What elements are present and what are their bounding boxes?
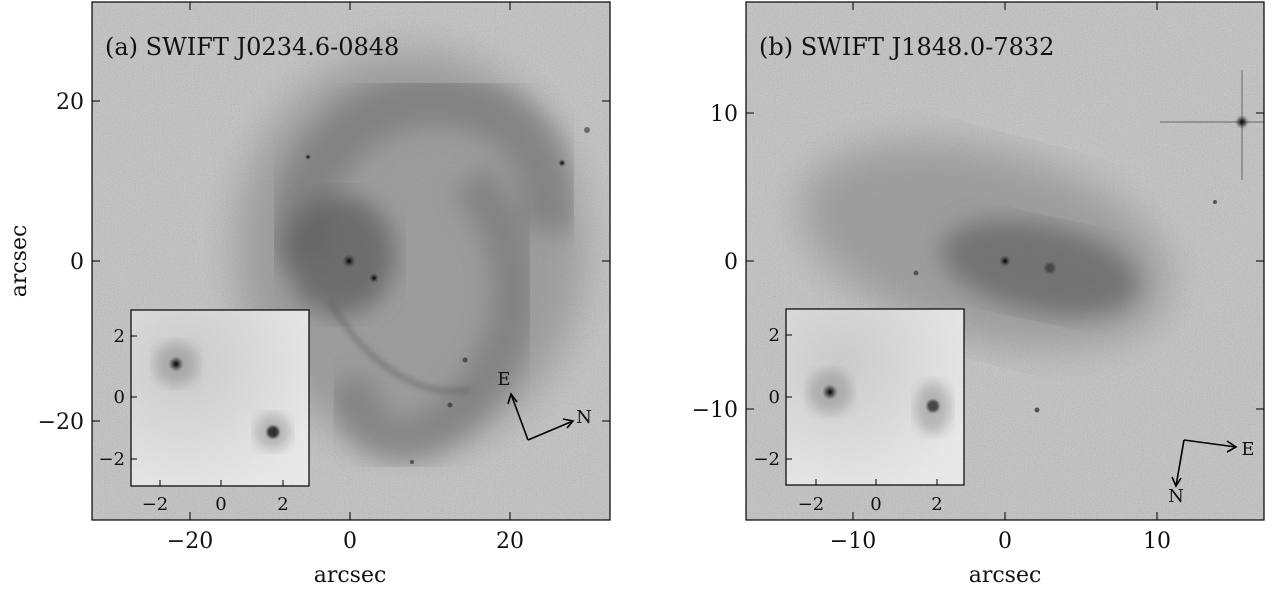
field-star [1235, 115, 1249, 129]
panel-b-xlabel: arcsec [969, 563, 1042, 588]
inset-x-tick-label: −2 [798, 494, 825, 515]
inset-x-tick-label: 2 [931, 494, 942, 515]
y-tick-label: −10 [692, 398, 738, 423]
compass-north-label: N [576, 407, 592, 428]
y-tick-label: 10 [710, 102, 738, 127]
panel-a-image [92, 2, 610, 520]
nucleus-a [342, 254, 356, 268]
inset-y-tick-label: 0 [769, 387, 780, 408]
x-tick-label: −20 [167, 529, 213, 554]
nucleus-b [999, 255, 1011, 267]
companion-nucleus-b [1045, 263, 1055, 273]
field-star [584, 127, 590, 133]
inset-y-tick-label: −2 [753, 449, 780, 470]
compass-east-label: E [1241, 439, 1254, 460]
x-tick-label: 0 [998, 529, 1012, 554]
y-tick-label: −20 [38, 410, 84, 435]
panel-b-ticks [746, 2, 1264, 520]
y-tick-label: 20 [56, 90, 84, 115]
panel-b: (b) SWIFT J1848.0-7832 −10 0 10 10 0 −10… [692, 1, 1265, 588]
field-star [305, 154, 311, 160]
panel-a-inset: −2 0 2 2 0 −2 [98, 309, 310, 515]
x-tick-label: 20 [496, 529, 524, 554]
inset-x-tick-label: −2 [142, 494, 169, 515]
inset-y-tick-label: 0 [114, 387, 125, 408]
x-tick-label: 0 [343, 529, 357, 554]
x-tick-label: 10 [1143, 529, 1171, 554]
y-tick-label: 0 [70, 250, 84, 275]
panel-b-inset: −2 0 2 2 0 −2 [753, 308, 965, 515]
compass-b [1171, 439, 1238, 488]
compass-a [507, 392, 575, 441]
panel-a: (a) SWIFT J0234.6-0848 −20 0 20 20 0 −20… [7, 1, 611, 588]
inset-y-tick-label: −2 [98, 449, 125, 470]
inset-x-tick-label: 0 [215, 494, 226, 515]
inset-x-tick-label: 2 [277, 494, 288, 515]
inset-y-tick-label: 2 [769, 325, 780, 346]
panel-a-title: (a) SWIFT J0234.6-0848 [105, 33, 399, 61]
field-star [558, 159, 566, 167]
compass-east-label: E [497, 369, 510, 390]
compass-north-label: N [1168, 486, 1184, 507]
inset-y-tick-label: 2 [114, 326, 125, 347]
x-tick-label: −10 [830, 529, 876, 554]
panel-b-image [746, 2, 1264, 520]
panel-a-ticks [92, 2, 610, 520]
panel-a-ylabel: arcsec [7, 225, 32, 298]
panel-a-xlabel: arcsec [314, 563, 387, 588]
y-tick-label: 0 [724, 250, 738, 275]
inset-x-tick-label: 0 [870, 494, 881, 515]
companion-nucleus-a [369, 273, 379, 283]
panel-b-title: (b) SWIFT J1848.0-7832 [759, 33, 1054, 61]
